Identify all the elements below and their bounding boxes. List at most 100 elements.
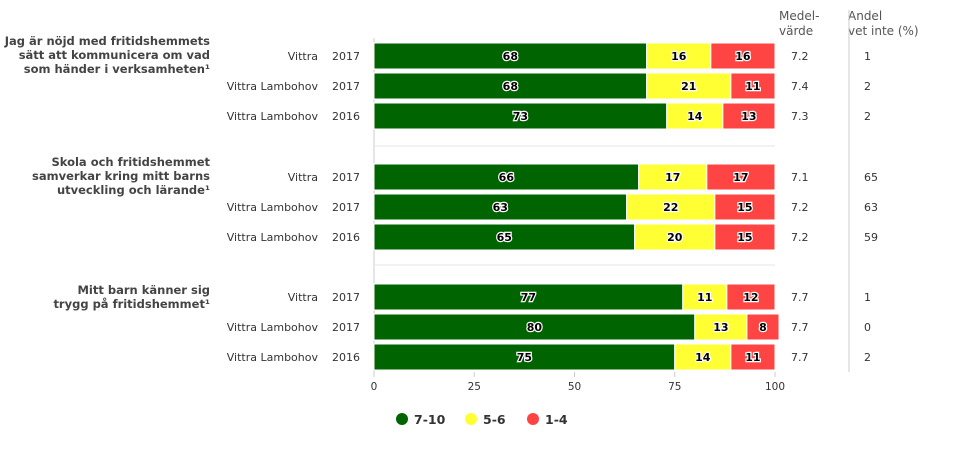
segment-value-label: 15	[737, 231, 752, 244]
bar-segment	[714, 193, 776, 221]
segment-value-label: 80	[527, 321, 543, 334]
segment-value-label: 68	[503, 80, 518, 93]
question-title: samverkar kring mitt barns	[32, 169, 210, 183]
question-title: sätt att kommunicera om vad	[19, 48, 210, 62]
segment-value-label: 73	[513, 110, 528, 123]
bar-segment	[373, 283, 684, 311]
mean-value: 7.7	[791, 291, 809, 304]
segment-value-label: 11	[697, 291, 712, 304]
legend-marker	[527, 413, 539, 425]
question-title: Mitt barn känner sig	[77, 283, 210, 297]
header-mean-label: värde	[779, 24, 813, 38]
header-dontknow-label: vet inte (%)	[848, 24, 919, 38]
legend-marker	[396, 413, 408, 425]
dont-know-value: 2	[864, 110, 871, 123]
question-title: utveckling och lärande¹	[57, 183, 210, 197]
mean-value: 7.7	[791, 321, 809, 334]
bar-segment	[674, 343, 732, 371]
bar-segment	[746, 313, 780, 341]
row-year-label: 2016	[332, 110, 360, 123]
bar-segment	[373, 313, 696, 341]
row-name-label: Vittra Lambohov	[227, 351, 319, 364]
question-title: trygg på fritidshemmet¹	[53, 297, 210, 311]
row-year-label: 2017	[332, 201, 360, 214]
row-year-label: 2017	[332, 50, 360, 63]
bar-segment	[722, 102, 776, 130]
bar-segment	[638, 163, 708, 191]
dont-know-value: 0	[864, 321, 871, 334]
segment-value-label: 20	[667, 231, 683, 244]
segment-value-label: 13	[713, 321, 728, 334]
x-tick-label: 75	[668, 381, 681, 393]
bar-segment	[646, 42, 712, 70]
bar-segment	[706, 163, 776, 191]
bar-segment	[714, 223, 776, 251]
row-name-label: Vittra	[288, 171, 318, 184]
mean-value: 7.7	[791, 351, 809, 364]
row-name-label: Vittra Lambohov	[227, 201, 319, 214]
row-name-label: Vittra Lambohov	[227, 80, 319, 93]
mean-value: 7.2	[791, 50, 809, 63]
segment-value-label: 65	[497, 231, 512, 244]
row-name-label: Vittra Lambohov	[227, 110, 319, 123]
row-year-label: 2017	[332, 171, 360, 184]
segment-value-label: 8	[759, 321, 767, 334]
segment-value-label: 66	[499, 171, 515, 184]
segment-value-label: 15	[737, 201, 752, 214]
segment-value-label: 17	[665, 171, 680, 184]
mean-value: 7.1	[791, 171, 809, 184]
segment-value-label: 11	[745, 80, 760, 93]
bar-segment	[373, 72, 648, 100]
segment-value-label: 75	[517, 351, 532, 364]
bar-segment	[373, 163, 640, 191]
bar-segment	[373, 193, 628, 221]
mean-value: 7.2	[791, 231, 809, 244]
segment-value-label: 16	[735, 50, 751, 63]
row-year-label: 2016	[332, 351, 360, 364]
dont-know-value: 2	[864, 351, 871, 364]
segment-value-label: 12	[743, 291, 758, 304]
dont-know-value: 63	[864, 201, 878, 214]
x-tick-label: 0	[371, 381, 378, 393]
bar-segment	[730, 343, 776, 371]
row-name-label: Vittra	[288, 291, 318, 304]
legend-label: 7-10	[414, 412, 446, 427]
bar-segment	[710, 42, 776, 70]
segment-value-label: 22	[663, 201, 678, 214]
row-name-label: Vittra Lambohov	[227, 231, 319, 244]
segment-value-label: 16	[671, 50, 687, 63]
dont-know-value: 59	[864, 231, 878, 244]
question-title: Jag är nöjd med fritidshemmets	[4, 34, 210, 48]
question-title: Skola och fritidshemmet	[51, 155, 210, 169]
bar-segment	[726, 283, 776, 311]
row-year-label: 2017	[332, 80, 360, 93]
segment-value-label: 14	[695, 351, 711, 364]
segment-value-label: 63	[493, 201, 508, 214]
row-year-label: 2017	[332, 321, 360, 334]
header-dontknow-label: Andel	[848, 9, 882, 23]
mean-value: 7.3	[791, 110, 809, 123]
x-tick-label: 50	[568, 381, 581, 393]
legend-label: 1-4	[545, 412, 568, 427]
row-year-label: 2016	[332, 231, 360, 244]
legend-label: 5-6	[483, 412, 506, 427]
segment-value-label: 77	[521, 291, 536, 304]
segment-value-label: 68	[503, 50, 518, 63]
row-name-label: Vittra	[288, 50, 318, 63]
x-tick-label: 25	[468, 381, 481, 393]
dont-know-value: 1	[864, 50, 871, 63]
row-name-label: Vittra Lambohov	[227, 321, 319, 334]
header-mean-label: Medel-	[779, 9, 819, 23]
bar-segment	[730, 72, 776, 100]
segment-value-label: 17	[733, 171, 748, 184]
question-title: som händer i verksamheten¹	[24, 62, 210, 76]
dont-know-value: 1	[864, 291, 871, 304]
row-year-label: 2017	[332, 291, 360, 304]
x-tick-label: 100	[765, 381, 785, 393]
dont-know-value: 65	[864, 171, 878, 184]
bar-segment	[373, 42, 648, 70]
bar-segment	[626, 193, 716, 221]
bar-segment	[373, 343, 676, 371]
